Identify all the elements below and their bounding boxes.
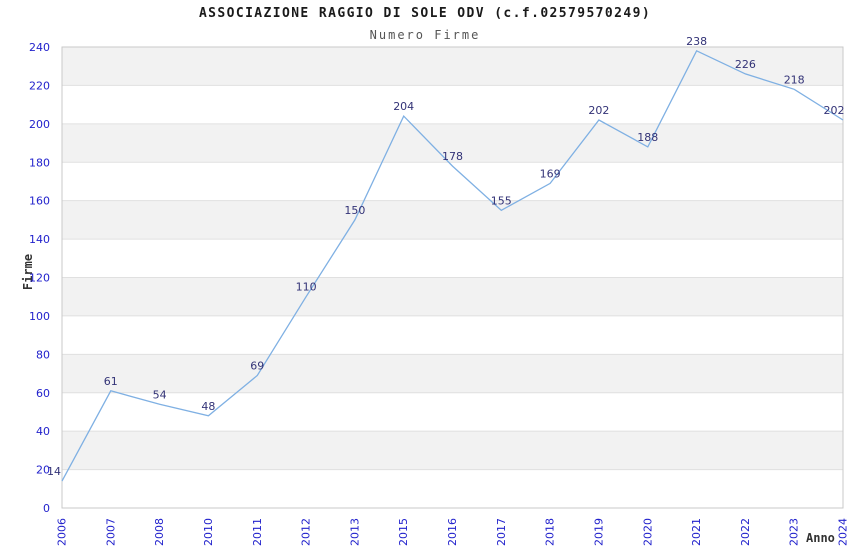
y-tick-label: 140 [29,233,50,246]
data-point-label: 54 [153,388,167,401]
data-point-label: 61 [104,375,118,388]
data-point-label: 202 [824,104,845,117]
x-tick-label: 2019 [592,518,605,546]
x-axis-title: Anno [806,531,835,545]
data-point-label: 202 [588,104,609,117]
y-tick-label: 120 [29,272,50,285]
y-tick-label: 160 [29,195,50,208]
data-point-label: 48 [201,400,215,413]
x-tick-label: 2021 [690,518,703,546]
y-tick-label: 200 [29,118,50,131]
data-point-labels: 14 61 54 48 69 110 150 204 178 155 169 202 188 238 226… [47,35,845,478]
data-point-label: 69 [250,360,264,373]
y-tick-label: 100 [29,310,50,323]
x-tick-label: 2008 [153,518,166,546]
data-point-label: 226 [735,58,756,71]
x-tick-label: 2011 [251,518,264,546]
data-point-label: 178 [442,150,463,163]
y-tick-label: 40 [36,425,50,438]
data-point-label: 169 [540,167,561,180]
x-tick-label: 2017 [495,518,508,546]
data-point-label: 110 [296,281,317,294]
data-point-label: 155 [491,194,512,207]
y-tick-label: 180 [29,156,50,169]
data-point-label: 14 [47,465,61,478]
x-tick-label: 2006 [56,518,69,546]
x-tick-label: 2020 [641,518,654,546]
plot-bands [62,47,843,470]
data-point-label: 204 [393,100,414,113]
x-tick-label: 2013 [348,518,361,546]
data-line [61,49,844,482]
y-tick-label: 240 [29,41,50,54]
h-gridlines [62,84,843,471]
x-tick-label: 2022 [739,518,752,546]
x-tick-label: 2007 [104,518,117,546]
y-tick-label: 80 [36,348,50,361]
x-axis-tick-labels: 2006 2007 2008 2010 2011 2012 2013 2015 2016 2017… [56,518,850,546]
y-tick-label: 20 [36,464,50,477]
y-tick-label: 60 [36,387,50,400]
data-point-label: 218 [784,73,805,86]
data-point-label: 238 [686,35,707,48]
y-tick-label: 220 [29,79,50,92]
x-tick-label: 2018 [544,518,557,546]
y-tick-label: 0 [43,502,50,515]
x-tick-label: 2024 [837,518,850,546]
x-tick-label: 2023 [788,518,801,546]
data-point-label: 150 [344,204,365,217]
x-tick-label: 2016 [446,518,459,546]
chart-subtitle: Numero Firme [369,28,481,42]
chart-title: ASSOCIAZIONE RAGGIO DI SOLE ODV (c.f.025… [198,6,652,21]
y-axis-tick-labels: 0 20 40 60 80 100 120 140 160 180 200 220 240 [29,41,50,515]
x-tick-label: 2015 [397,518,410,546]
data-point-label: 188 [637,131,658,144]
plot-border [61,46,844,509]
x-tick-label: 2010 [202,518,215,546]
x-tick-label: 2012 [300,518,313,546]
